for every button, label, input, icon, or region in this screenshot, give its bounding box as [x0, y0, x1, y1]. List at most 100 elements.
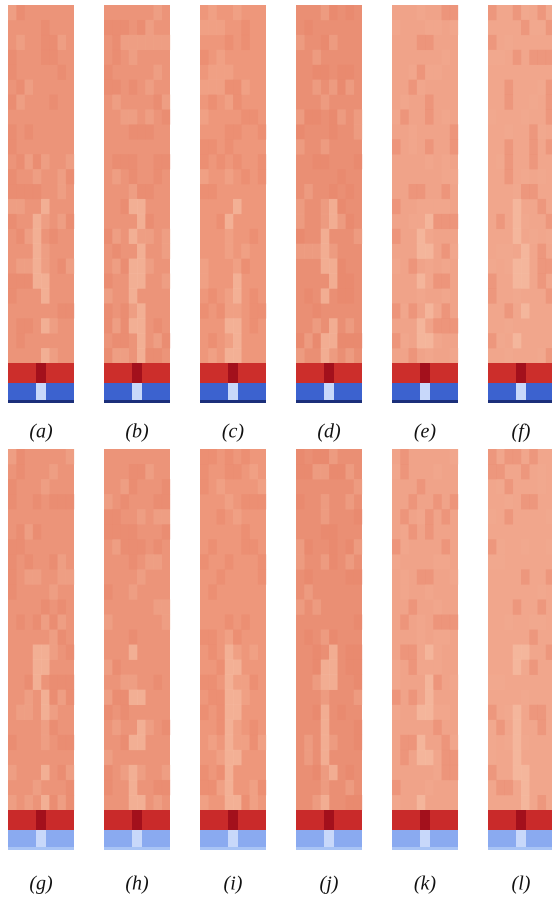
- heatmap-cell: [16, 154, 25, 169]
- heatmap-cell: [321, 630, 330, 645]
- heatmap-cell: [296, 109, 305, 124]
- heatmap-cell: [217, 720, 226, 735]
- heatmap-cell: [329, 464, 338, 479]
- heatmap-cell: [129, 35, 138, 50]
- heatmap-cell: [25, 274, 34, 289]
- heatmap-cell: [433, 765, 442, 780]
- heatmap-cell: [104, 494, 113, 509]
- heatmap-cell: [16, 524, 25, 539]
- heatmap-cell: [313, 333, 322, 348]
- heatmap-cell: [392, 705, 401, 720]
- heatmap-cell: [417, 660, 426, 675]
- heatmap-cell: [66, 735, 75, 750]
- heatmap-red-peak: [420, 363, 430, 383]
- heatmap-cell: [217, 303, 226, 318]
- heatmap-cell: [208, 288, 217, 303]
- heatmap-cell: [529, 614, 538, 629]
- heatmap-cell: [129, 259, 138, 274]
- heatmap-cell: [225, 705, 234, 720]
- heatmap-cell: [409, 690, 418, 705]
- heatmap-cell: [304, 288, 313, 303]
- heatmap-cell: [49, 95, 58, 110]
- heatmap-cell: [25, 184, 34, 199]
- heatmap-cell: [58, 599, 67, 614]
- heatmap-panel: [200, 449, 266, 850]
- heatmap-cell: [66, 765, 75, 780]
- heatmap-cell: [58, 35, 67, 50]
- heatmap-blue-edge: [296, 847, 362, 850]
- heatmap-cell: [425, 348, 434, 363]
- heatmap-cell: [112, 539, 121, 554]
- heatmap-cell: [233, 303, 242, 318]
- heatmap-cell: [233, 675, 242, 690]
- heatmap-cell: [41, 259, 50, 274]
- heatmap-cell: [200, 675, 209, 690]
- heatmap-cell: [258, 569, 267, 584]
- heatmap-cell: [225, 348, 234, 363]
- heatmap-blue-edge: [8, 847, 74, 850]
- heatmap-cell: [400, 569, 409, 584]
- heatmap-cell: [496, 539, 505, 554]
- heatmap-cell: [129, 584, 138, 599]
- heatmap-cell: [225, 630, 234, 645]
- heatmap-cell: [154, 348, 163, 363]
- heatmap-cell: [241, 259, 250, 274]
- heatmap-cell: [496, 50, 505, 65]
- heatmap-cell: [313, 464, 322, 479]
- heatmap-cell: [392, 199, 401, 214]
- heatmap-cell: [442, 750, 451, 765]
- heatmap-cell: [225, 229, 234, 244]
- heatmap-cell: [433, 599, 442, 614]
- heatmap-cell: [129, 303, 138, 318]
- heatmap-cell: [217, 479, 226, 494]
- heatmap-cell: [529, 630, 538, 645]
- heatmap-cell: [538, 80, 547, 95]
- heatmap-cell: [425, 584, 434, 599]
- heatmap-cell: [321, 244, 330, 259]
- heatmap-cell: [417, 795, 426, 810]
- heatmap-cell: [409, 124, 418, 139]
- heatmap-cell: [41, 214, 50, 229]
- heatmap-cell: [521, 780, 530, 795]
- heatmap-cell: [529, 124, 538, 139]
- heatmap-cell: [129, 735, 138, 750]
- heatmap-cell: [162, 479, 171, 494]
- heatmap-cell: [450, 348, 459, 363]
- heatmap-cell: [521, 690, 530, 705]
- heatmap-cell: [137, 259, 146, 274]
- heatmap-cell: [8, 449, 17, 464]
- heatmap-cell: [217, 690, 226, 705]
- heatmap-cell: [546, 569, 552, 584]
- heatmap-cell: [41, 795, 50, 810]
- heatmap-cell: [392, 464, 401, 479]
- heatmap-cell: [154, 539, 163, 554]
- panel-caption: (c): [222, 421, 245, 443]
- heatmap-cell: [129, 229, 138, 244]
- heatmap-cell: [162, 494, 171, 509]
- heatmap-cell: [538, 479, 547, 494]
- heatmap-red-peak: [36, 810, 46, 830]
- heatmap-cell: [425, 274, 434, 289]
- heatmap-cell: [425, 509, 434, 524]
- heatmap-cell: [538, 169, 547, 184]
- heatmap-cell: [392, 229, 401, 244]
- heatmap-cell: [16, 35, 25, 50]
- heatmap-panel: [8, 449, 74, 850]
- heatmap-cell: [450, 124, 459, 139]
- heatmap-cell: [442, 109, 451, 124]
- heatmap-cell: [417, 229, 426, 244]
- heatmap-cell: [521, 5, 530, 20]
- heatmap-cell: [104, 584, 113, 599]
- heatmap-cell: [145, 554, 154, 569]
- heatmap-cell: [546, 139, 552, 154]
- heatmap-cell: [296, 599, 305, 614]
- heatmap-cell: [8, 494, 17, 509]
- heatmap-cell: [25, 705, 34, 720]
- heatmap-cell: [154, 95, 163, 110]
- heatmap-cell: [496, 675, 505, 690]
- heatmap-cell: [145, 20, 154, 35]
- heatmap-cell: [225, 80, 234, 95]
- heatmap-cell: [529, 705, 538, 720]
- heatmap-cell: [250, 720, 259, 735]
- heatmap-cell: [304, 244, 313, 259]
